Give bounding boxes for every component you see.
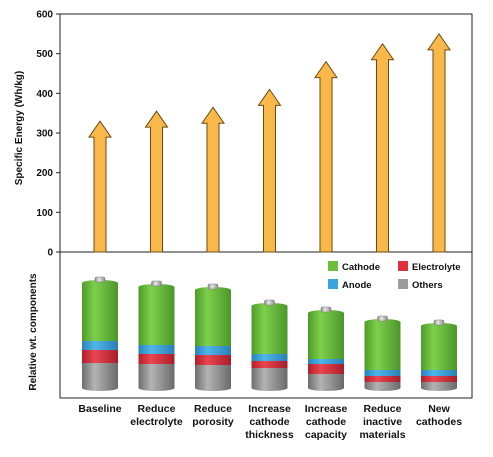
y-axis-ticks: 0 100 200 300 400 500 600 bbox=[36, 10, 60, 259]
y-tick-label: 100 bbox=[36, 208, 53, 219]
battery-bottom bbox=[138, 385, 175, 391]
battery-7 bbox=[421, 319, 457, 391]
legend-swatch bbox=[328, 261, 338, 271]
segment-anode bbox=[251, 354, 288, 361]
segment-electrolyte bbox=[421, 376, 457, 382]
segment-electrolyte bbox=[308, 364, 344, 374]
battery-terminal bbox=[320, 306, 332, 313]
plot-border bbox=[59, 13, 473, 399]
segment-electrolyte bbox=[82, 350, 118, 363]
legend-item-anode: Anode bbox=[328, 279, 372, 291]
segment-anode bbox=[308, 359, 344, 364]
component-stacks bbox=[82, 276, 457, 391]
category-label-1: Baseline bbox=[78, 403, 121, 415]
category-labels: Baseline Reduce electrolyte Reduce porosity I… bbox=[78, 403, 462, 441]
battery-top bbox=[195, 287, 231, 293]
battery-terminal bbox=[433, 319, 445, 326]
battery-top bbox=[364, 319, 401, 325]
segment-cathode bbox=[421, 326, 457, 370]
energy-bar-7 bbox=[427, 32, 451, 253]
battery-top bbox=[138, 284, 175, 290]
legend-swatch bbox=[328, 279, 338, 289]
segment-electrolyte bbox=[195, 355, 231, 365]
battery-2 bbox=[138, 280, 175, 391]
y-axis-label: Specific Energy (Wh/kg) bbox=[14, 71, 25, 185]
battery-3 bbox=[195, 283, 231, 391]
y-tick-label: 300 bbox=[36, 129, 53, 140]
battery-top bbox=[251, 303, 288, 309]
segment-anode bbox=[421, 370, 457, 376]
segment-electrolyte bbox=[251, 361, 288, 368]
segment-cathode bbox=[364, 322, 401, 370]
segment-anode bbox=[364, 370, 401, 376]
legend-label: Cathode bbox=[342, 262, 380, 273]
battery-bottom bbox=[308, 385, 344, 391]
segment-others bbox=[138, 364, 175, 388]
battery-terminal bbox=[151, 280, 162, 287]
legend-item-cathode: Cathode bbox=[328, 261, 380, 273]
segment-others bbox=[195, 365, 231, 388]
energy-bar-4 bbox=[257, 88, 282, 253]
legend-label: Others bbox=[412, 280, 443, 291]
energy-bar-1 bbox=[88, 120, 112, 253]
category-label-6: Reduce inactive materials bbox=[359, 403, 405, 441]
battery-bottom bbox=[421, 385, 457, 391]
energy-bars bbox=[88, 32, 451, 253]
y-tick-label: 200 bbox=[36, 168, 53, 179]
battery-4 bbox=[251, 299, 288, 391]
energy-bar-5 bbox=[314, 60, 338, 253]
components-legend: Cathode Electrolyte Anode Others bbox=[328, 261, 461, 291]
battery-1 bbox=[82, 276, 118, 391]
segment-cathode bbox=[308, 313, 344, 359]
category-label-7: New cathodes bbox=[416, 403, 462, 428]
category-label-2: Reduce electrolyte bbox=[130, 403, 183, 428]
legend-swatch bbox=[398, 261, 408, 271]
legend-label: Anode bbox=[342, 280, 372, 291]
segment-electrolyte bbox=[364, 376, 401, 382]
battery-terminal bbox=[207, 283, 219, 290]
segment-others bbox=[251, 368, 288, 388]
battery-bottom bbox=[82, 385, 118, 391]
battery-6 bbox=[364, 315, 401, 391]
segment-electrolyte bbox=[138, 354, 175, 364]
y-tick-label: 400 bbox=[36, 89, 53, 100]
battery-terminal bbox=[264, 299, 275, 306]
segment-others bbox=[82, 363, 118, 388]
segment-others bbox=[308, 374, 344, 388]
category-label-3: Reduce porosity bbox=[192, 403, 234, 428]
battery-top bbox=[308, 310, 344, 316]
energy-bar-3 bbox=[201, 106, 225, 253]
legend-item-others: Others bbox=[398, 279, 443, 291]
battery-5 bbox=[308, 306, 344, 391]
battery-top bbox=[82, 280, 118, 286]
battery-terminal bbox=[94, 276, 106, 283]
segment-anode bbox=[138, 345, 175, 354]
energy-bar-6 bbox=[370, 42, 395, 253]
battery-bottom bbox=[251, 385, 288, 391]
y-tick-label: 0 bbox=[47, 248, 53, 259]
category-label-4: Increase cathode thickness bbox=[245, 403, 294, 441]
segment-anode bbox=[195, 346, 231, 355]
legend-swatch bbox=[398, 279, 408, 289]
energy-bar-2 bbox=[144, 110, 169, 253]
legend-item-electrolyte: Electrolyte bbox=[398, 261, 461, 273]
legend-label: Electrolyte bbox=[412, 262, 461, 273]
segment-cathode bbox=[138, 287, 175, 345]
components-axis-label: Relative wt. components bbox=[28, 273, 39, 391]
segment-cathode bbox=[251, 306, 288, 354]
battery-bottom bbox=[195, 385, 231, 391]
battery-terminal bbox=[377, 315, 388, 322]
category-label-5: Increase cathode capacity bbox=[305, 403, 348, 441]
battery-bottom bbox=[364, 385, 401, 391]
segment-anode bbox=[82, 341, 118, 350]
battery-top bbox=[421, 323, 457, 329]
y-tick-label: 500 bbox=[36, 49, 53, 60]
segment-cathode bbox=[82, 283, 118, 341]
segment-cathode bbox=[195, 290, 231, 346]
y-tick-label: 600 bbox=[36, 10, 53, 21]
